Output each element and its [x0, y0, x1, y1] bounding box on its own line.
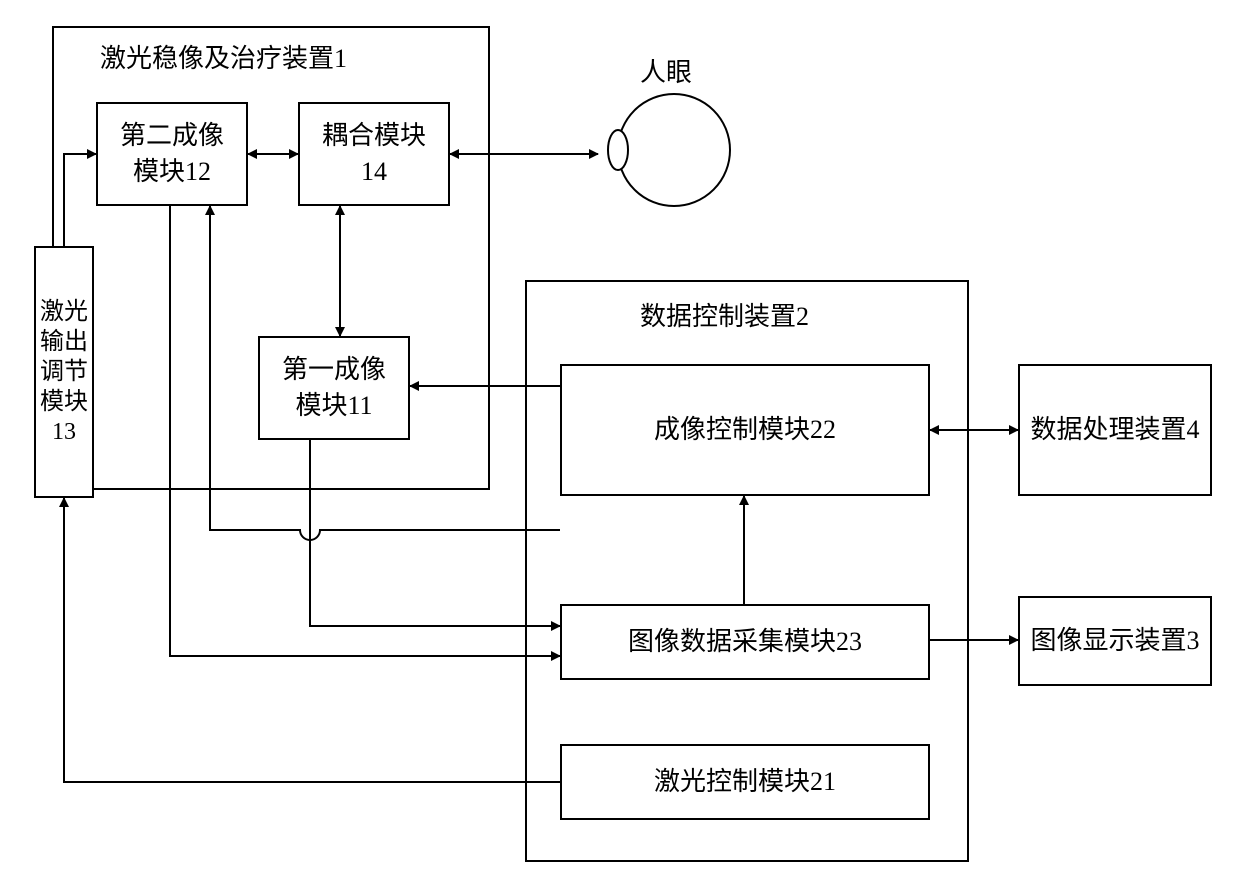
group-device-1-label: 激光稳像及治疗装置1	[100, 38, 347, 75]
node-module-21-label: 激光控制模块21	[654, 764, 836, 800]
node-device-4-label: 数据处理装置4	[1030, 412, 1199, 448]
eye-label: 人眼	[640, 52, 692, 89]
node-module-13-label: 激光输出调节模块13	[40, 297, 88, 447]
node-module-22: 成像控制模块22	[560, 364, 930, 496]
node-module-22-label: 成像控制模块22	[654, 412, 836, 448]
node-device-4: 数据处理装置4	[1018, 364, 1212, 496]
node-module-23: 图像数据采集模块23	[560, 604, 930, 680]
node-device-3: 图像显示装置3	[1018, 596, 1212, 686]
node-module-14-label: 耦合模块14	[322, 118, 426, 191]
node-device-3-label: 图像显示装置3	[1030, 623, 1199, 659]
node-module-12-label: 第二成像模块12	[120, 118, 224, 191]
node-module-14: 耦合模块14	[298, 102, 450, 206]
node-module-13: 激光输出调节模块13	[34, 246, 94, 498]
node-module-23-label: 图像数据采集模块23	[628, 624, 862, 660]
group-device-2-label: 数据控制装置2	[640, 296, 809, 333]
node-module-11-label: 第一成像模块11	[282, 352, 386, 425]
node-module-11: 第一成像模块11	[258, 336, 410, 440]
node-module-21: 激光控制模块21	[560, 744, 930, 820]
node-module-12: 第二成像模块12	[96, 102, 248, 206]
diagram-canvas: 激光稳像及治疗装置1 数据控制装置2 第二成像模块12 耦合模块14 激光输出调…	[0, 0, 1240, 893]
eye-icon	[608, 94, 730, 206]
